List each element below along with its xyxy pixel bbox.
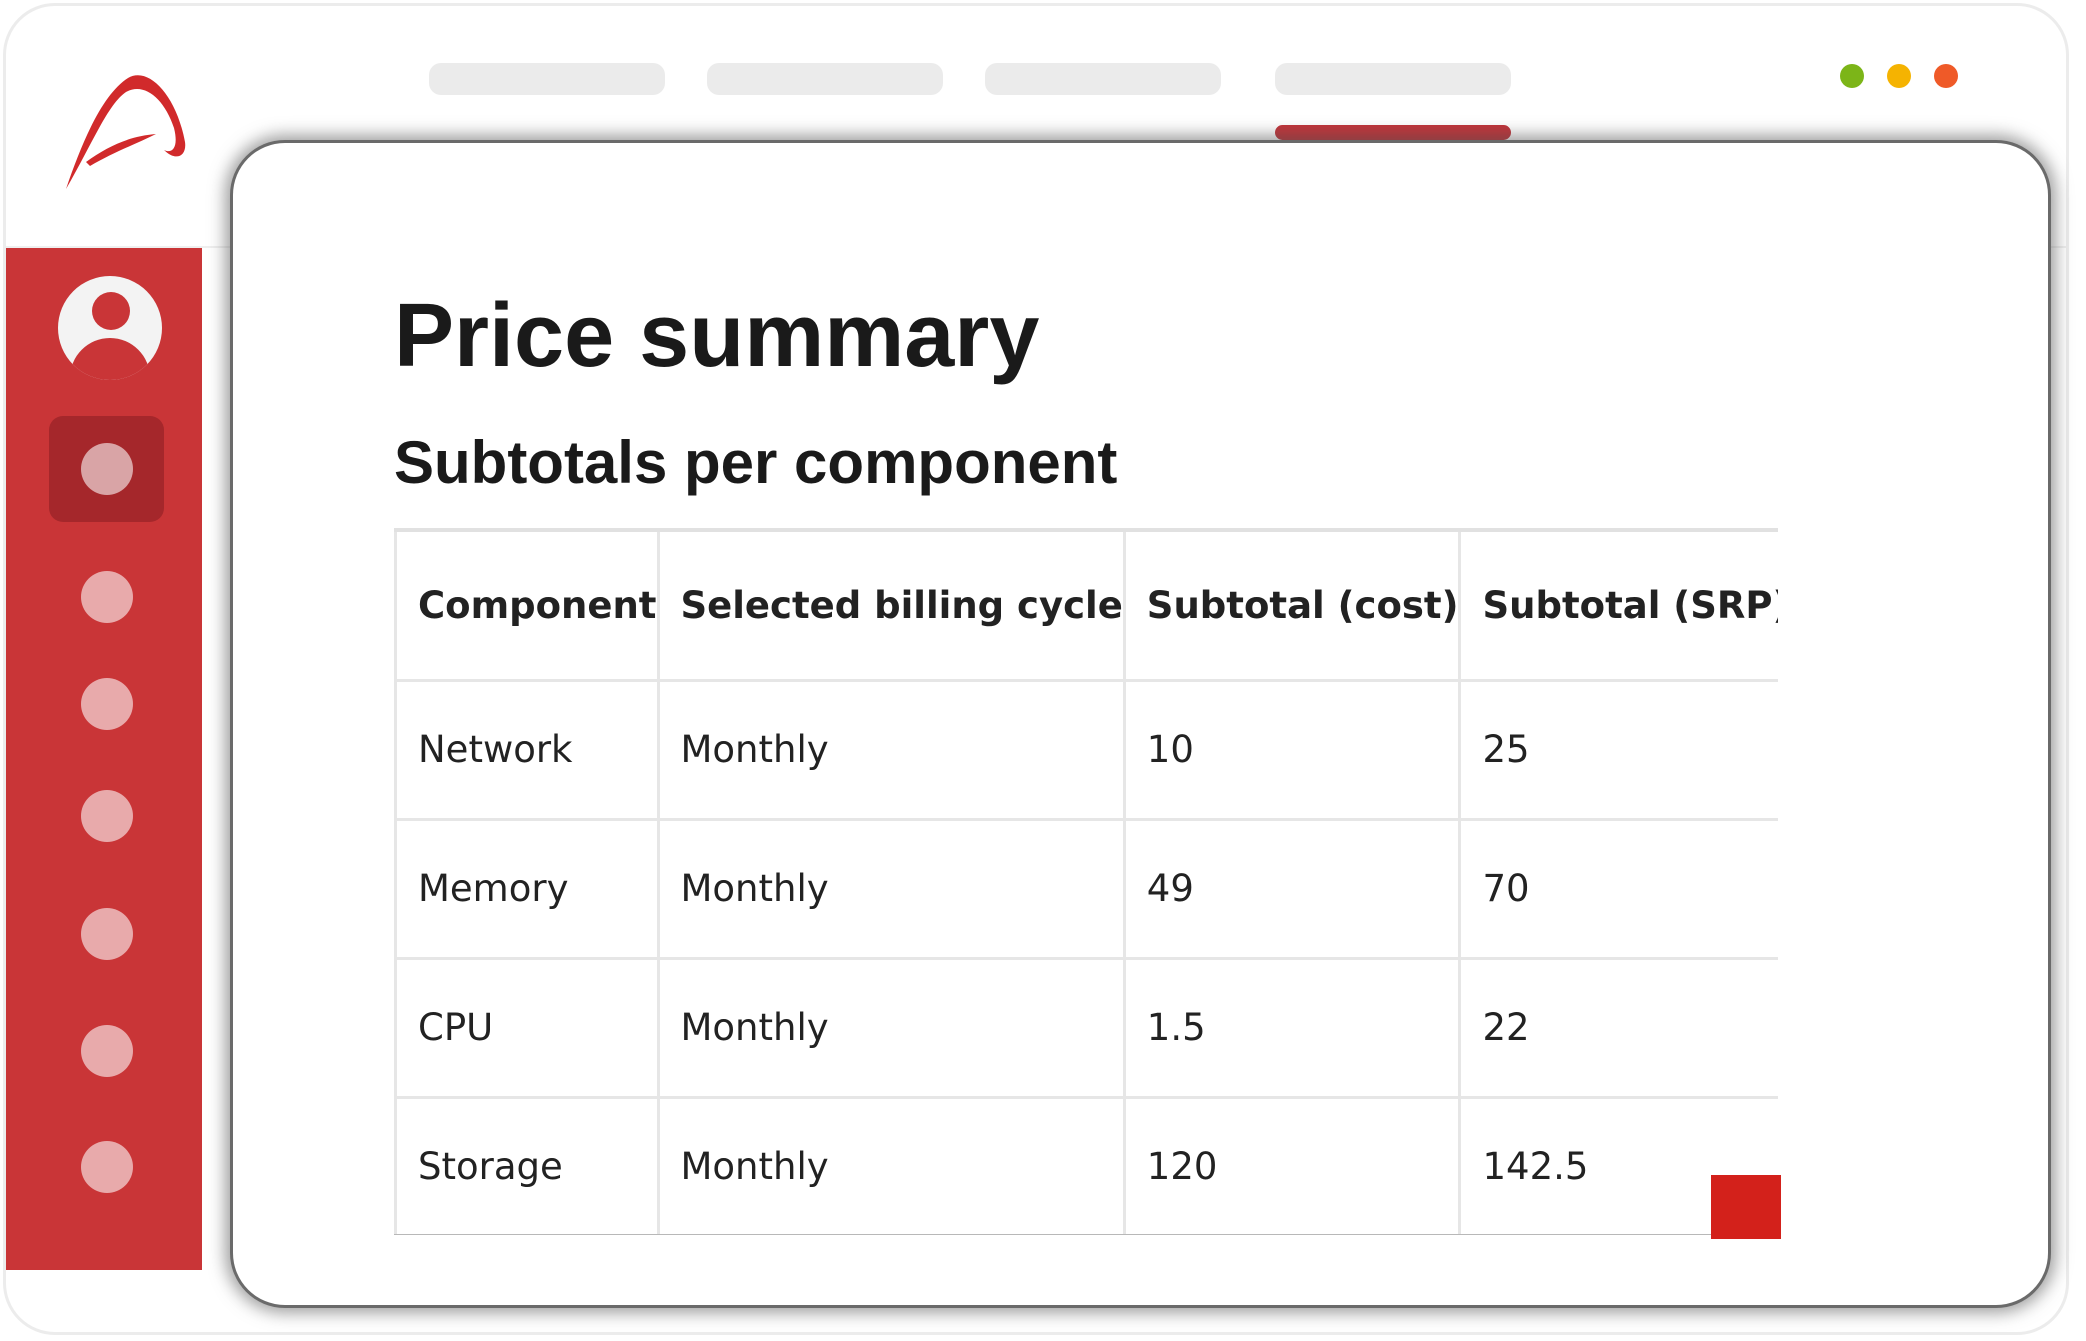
column-header-component: Component xyxy=(394,528,660,682)
sidebar-item-6[interactable] xyxy=(81,1025,133,1077)
table-cell: Monthly xyxy=(656,678,1126,821)
table-cell: 10 xyxy=(1122,678,1462,821)
subtotals-table: Component Selected billing cycle Subtota… xyxy=(394,528,1778,1235)
sidebar-item-5[interactable] xyxy=(81,908,133,960)
user-icon[interactable] xyxy=(58,276,162,380)
table-cell: 120 xyxy=(1122,1095,1462,1235)
section-title: Subtotals per component xyxy=(394,429,1118,496)
brand-logo xyxy=(66,75,186,189)
table-cell: Monthly xyxy=(656,956,1126,1099)
nav-tab-4[interactable] xyxy=(1275,63,1511,95)
corner-action-button[interactable] xyxy=(1711,1175,1781,1239)
table-cell: Monthly xyxy=(656,817,1126,960)
sidebar xyxy=(6,248,202,1270)
window-control-yellow[interactable] xyxy=(1887,64,1911,88)
sidebar-item-7[interactable] xyxy=(81,1141,133,1193)
table-row: Storage Monthly 120 142.5 xyxy=(394,1095,1778,1235)
nav-tab-3[interactable] xyxy=(985,63,1221,95)
table-cell: Monthly xyxy=(656,1095,1126,1235)
sidebar-item-3[interactable] xyxy=(81,678,133,730)
table-cell: 49 xyxy=(1122,817,1462,960)
table-cell: 1.5 xyxy=(1122,956,1462,1099)
column-header-subtotal-srp: Subtotal (SRP) xyxy=(1458,528,1778,682)
table-cell: Network xyxy=(394,678,660,821)
subtotals-table-container: Component Selected billing cycle Subtota… xyxy=(394,528,1778,1235)
window-control-green[interactable] xyxy=(1840,64,1864,88)
table-cell: 70 xyxy=(1458,817,1778,960)
table-cell: Storage xyxy=(394,1095,660,1235)
price-summary-panel: Price summary Subtotals per component Co… xyxy=(233,143,2048,1305)
sidebar-item-2[interactable] xyxy=(81,571,133,623)
table-cell: CPU xyxy=(394,956,660,1099)
sidebar-item-1[interactable] xyxy=(81,443,133,495)
active-tab-indicator xyxy=(1275,125,1511,140)
table-cell: 22 xyxy=(1458,956,1778,1099)
table-row: CPU Monthly 1.5 22 xyxy=(394,956,1778,1099)
table-header-row: Component Selected billing cycle Subtota… xyxy=(394,528,1778,682)
page-title: Price summary xyxy=(394,286,1040,386)
table-cell: Memory xyxy=(394,817,660,960)
column-header-billing-cycle: Selected billing cycle xyxy=(656,528,1126,682)
table-row: Network Monthly 10 25 xyxy=(394,678,1778,821)
nav-tab-1[interactable] xyxy=(429,63,665,95)
window-controls xyxy=(1840,64,1958,88)
table-cell: 25 xyxy=(1458,678,1778,821)
window-control-red[interactable] xyxy=(1934,64,1958,88)
nav-tab-2[interactable] xyxy=(707,63,943,95)
column-header-subtotal-cost: Subtotal (cost) xyxy=(1122,528,1462,682)
table-row: Memory Monthly 49 70 xyxy=(394,817,1778,960)
sidebar-item-4[interactable] xyxy=(81,790,133,842)
